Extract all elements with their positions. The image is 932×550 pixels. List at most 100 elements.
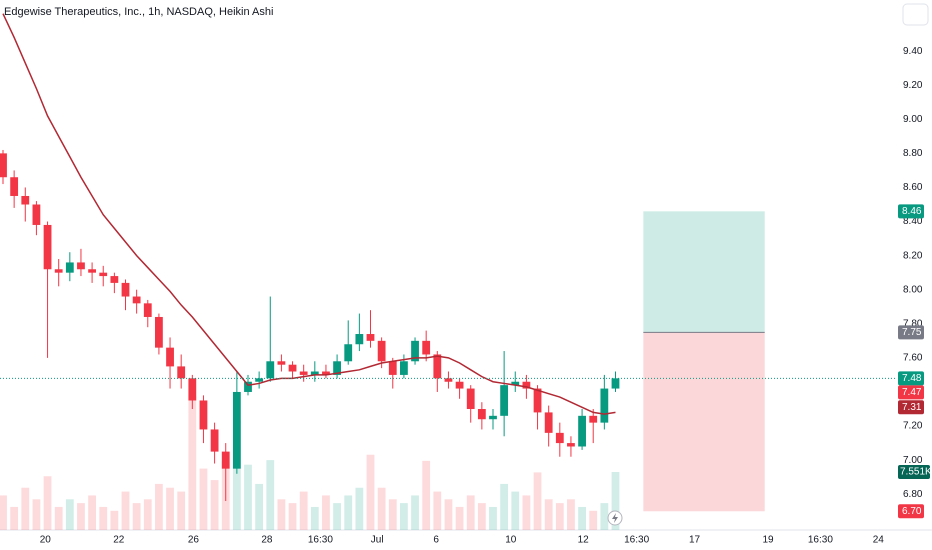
- volume-bar: [0, 495, 7, 530]
- candle-body: [578, 415, 586, 447]
- y-tick-label: 8.00: [903, 284, 923, 295]
- volume-bar: [88, 495, 96, 530]
- candle-body: [544, 412, 553, 433]
- volume-bar: [477, 503, 486, 530]
- x-tick-label: 20: [40, 535, 52, 546]
- settings-button[interactable]: [902, 3, 929, 26]
- price-tag-label: 7.47: [902, 387, 922, 398]
- volume-bar: [500, 483, 509, 530]
- candle-body: [132, 296, 141, 304]
- volume-bar: [489, 506, 497, 530]
- volume-bar: [21, 487, 30, 530]
- volume-tag-label: 7.551K: [900, 467, 932, 478]
- y-tick-label: 9.00: [903, 114, 923, 125]
- candle-body: [166, 347, 174, 367]
- x-tick-label: 22: [113, 535, 125, 546]
- y-tick-label: 8.80: [903, 148, 923, 159]
- candle-body: [589, 415, 598, 423]
- x-tick-label: 16:30: [624, 535, 649, 546]
- candle-body: [177, 366, 186, 379]
- candle-body: [232, 391, 241, 469]
- price-tag-label: 7.48: [902, 373, 922, 384]
- volume-bar: [177, 491, 186, 530]
- candle-body: [600, 388, 609, 423]
- volume-bar: [322, 495, 330, 530]
- x-tick-label: 16:30: [808, 535, 833, 546]
- candle-body: [110, 276, 119, 283]
- volume-bar: [143, 499, 152, 530]
- y-tick-label: 7.20: [903, 421, 923, 432]
- volume-bar: [299, 491, 308, 530]
- y-tick-label: 7.00: [903, 455, 923, 466]
- y-tick-label: 7.80: [903, 318, 923, 329]
- volume-bar: [444, 499, 453, 530]
- volume-bar: [388, 499, 397, 530]
- price-tag-label: 7.75: [902, 327, 922, 338]
- volume-bar: [522, 495, 531, 530]
- volume-bar: [589, 510, 598, 530]
- volume-bar: [277, 499, 286, 530]
- volume-bar: [166, 487, 174, 530]
- volume-bar: [10, 506, 19, 530]
- x-tick-label: 19: [762, 535, 774, 546]
- volume-bar: [377, 487, 386, 530]
- candle-body: [99, 272, 108, 277]
- candle-body: [333, 361, 341, 375]
- volume-bar: [400, 503, 408, 530]
- price-tag: [898, 371, 924, 386]
- candle-body: [477, 409, 486, 420]
- candle-body: [143, 303, 152, 317]
- volume-bar: [533, 472, 542, 530]
- candle-body: [400, 361, 408, 375]
- volume-bar: [288, 503, 297, 530]
- candle-body: [433, 354, 442, 379]
- volume-bar: [344, 495, 353, 530]
- volume-bar: [310, 506, 319, 530]
- volume-bar: [121, 491, 130, 530]
- y-tick-label: 7.60: [903, 353, 923, 364]
- volume-bar: [355, 487, 364, 530]
- candle-body: [466, 388, 475, 410]
- volume-bar: [232, 420, 241, 530]
- y-tick-label: 9.40: [903, 46, 923, 57]
- target-zone: [643, 211, 765, 333]
- x-tick-label: 12: [578, 535, 590, 546]
- candle-body: [88, 269, 96, 273]
- candle-body: [155, 316, 163, 348]
- volume-bar: [255, 483, 264, 530]
- candle-body: [533, 388, 542, 413]
- candle-body: [244, 381, 252, 392]
- x-tick-label: Jul: [371, 535, 384, 546]
- price-tag: [898, 385, 924, 400]
- volume-bar: [65, 499, 74, 530]
- volume-bar: [466, 495, 475, 530]
- candle-body: [266, 361, 275, 379]
- y-tick-label: 8.20: [903, 250, 923, 261]
- volume-bar: [366, 454, 375, 530]
- candle-body: [522, 381, 531, 389]
- volume-bar: [411, 495, 419, 530]
- x-tick-label: 26: [188, 535, 200, 546]
- candle-body: [355, 334, 364, 345]
- candle-body: [455, 381, 464, 389]
- candle-body: [54, 269, 63, 273]
- volume-bar: [77, 503, 85, 530]
- candle-body: [77, 262, 85, 270]
- candle-body: [32, 204, 41, 225]
- volume-bar: [110, 510, 119, 530]
- x-tick-label: 24: [873, 535, 885, 546]
- volume-bar: [333, 503, 341, 530]
- volume-bar: [511, 491, 520, 530]
- candle-body: [255, 378, 264, 382]
- candle-body: [21, 195, 30, 205]
- volume-bar: [32, 499, 41, 530]
- candle-body: [422, 340, 431, 355]
- candle-body: [277, 361, 286, 365]
- candle-body: [310, 371, 319, 375]
- candle-body: [199, 400, 208, 430]
- volume-bar: [54, 506, 63, 530]
- candle-body: [299, 371, 308, 375]
- volume-bar: [99, 506, 108, 530]
- price-tag: [898, 504, 924, 519]
